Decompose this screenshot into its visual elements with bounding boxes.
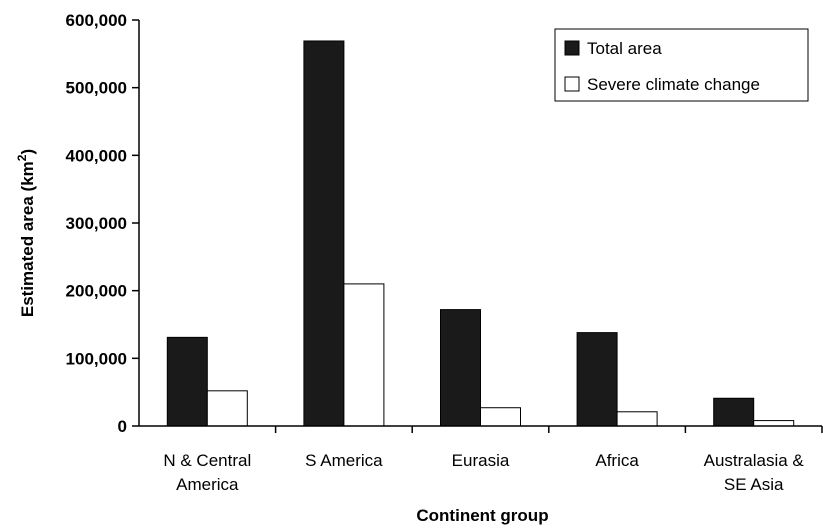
bar-total-area <box>576 332 618 427</box>
y-tick-label: 500,000 <box>66 79 127 98</box>
bar-total-area <box>166 336 208 427</box>
y-tick-label: 300,000 <box>66 214 127 233</box>
bar-total-area <box>440 309 481 427</box>
legend-box <box>554 28 809 102</box>
y-tick-label: 400,000 <box>66 146 127 165</box>
x-category-label: Australasia & SE Asia <box>704 451 805 494</box>
x-category-label-line: Africa <box>595 451 639 470</box>
bar-severe-climate-change <box>616 411 658 427</box>
y-axis-title-suffix: ) <box>18 149 37 155</box>
x-axis-title: Continent group <box>416 506 548 525</box>
y-tick-label: 100,000 <box>66 349 127 368</box>
y-tick-label: 600,000 <box>66 11 127 30</box>
x-category-label-line: S America <box>305 451 383 470</box>
bar-total-area <box>303 40 345 427</box>
legend: Total area Severe climate change <box>554 28 809 102</box>
x-category-label: Eurasia <box>452 451 510 470</box>
bar-severe-climate-change <box>206 390 248 427</box>
x-axis-categories: N & Central America S America Eurasia Africa… <box>163 426 823 494</box>
legend-swatch-total-area <box>564 40 580 56</box>
x-category-label-line: America <box>176 475 239 494</box>
x-category-label-line: Eurasia <box>452 451 510 470</box>
y-axis-title-main: Estimated area (km <box>18 161 37 317</box>
legend-label-total-area: Total area <box>587 39 662 58</box>
y-tick-label: 200,000 <box>66 282 127 301</box>
x-category-label-line: SE Asia <box>724 475 784 494</box>
x-category-label-line: N & Central <box>163 451 251 470</box>
legend-label-severe-climate-change: Severe climate change <box>587 75 760 94</box>
bars-group <box>166 40 795 427</box>
y-axis-title: Estimated area (km2) <box>15 149 37 317</box>
y-axis-title-superscript: 2 <box>15 154 29 161</box>
legend-swatch-severe-climate-change <box>564 76 580 92</box>
bar-total-area <box>713 397 755 427</box>
y-axis-ticks: 0 100,000 200,000 300,000 400,000 500,000 600,… <box>66 11 139 436</box>
x-category-label: Africa <box>595 451 639 470</box>
bar-severe-climate-change <box>343 283 385 427</box>
bar-severe-climate-change <box>753 420 795 427</box>
x-category-label: S America <box>305 451 383 470</box>
x-category-label-line: Australasia & <box>704 451 805 470</box>
y-tick-label: 0 <box>118 417 127 436</box>
x-category-label: N & Central America <box>163 451 251 494</box>
bar-severe-climate-change <box>480 407 521 427</box>
